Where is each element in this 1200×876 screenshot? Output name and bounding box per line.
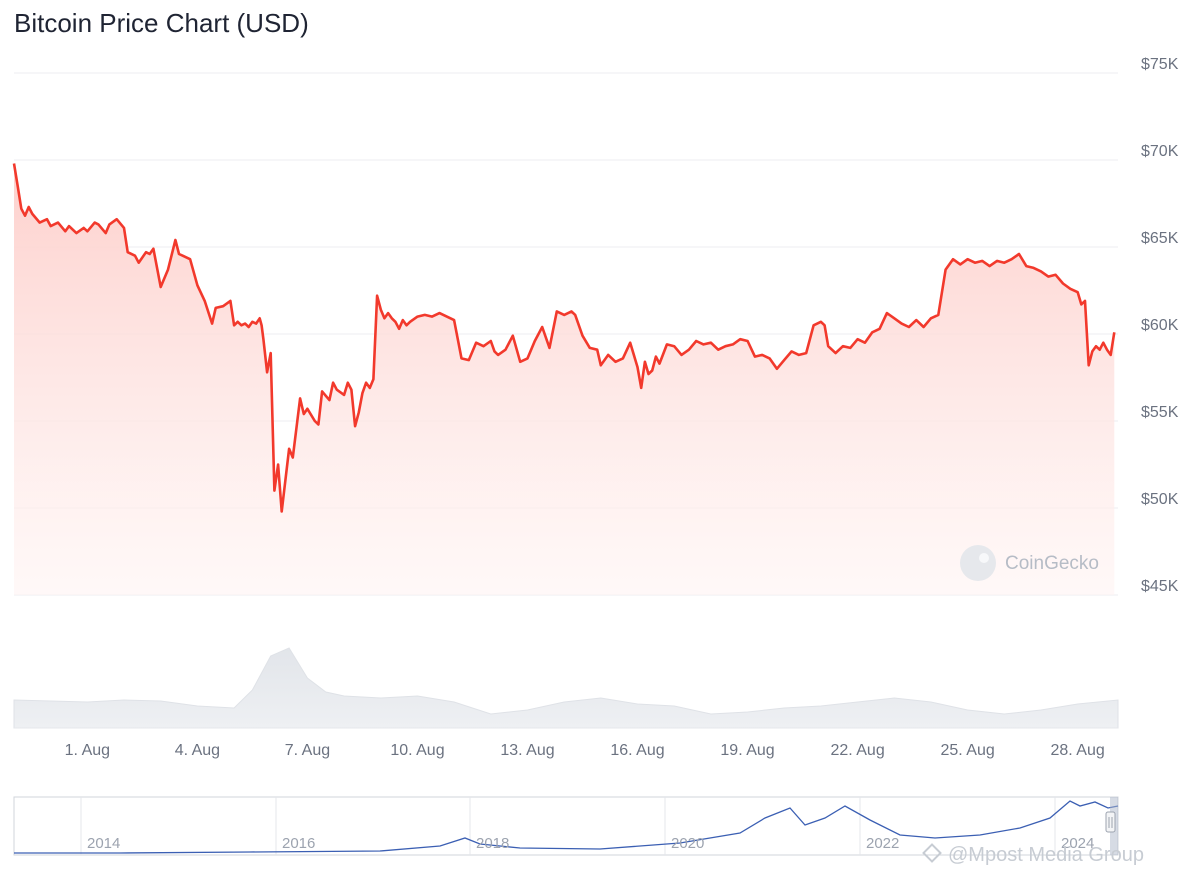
x-tick-label: 13. Aug: [500, 742, 554, 759]
x-tick-label: 16. Aug: [610, 742, 664, 759]
x-tick-label: 4. Aug: [175, 742, 220, 759]
coingecko-eye-icon: [979, 553, 989, 563]
coingecko-label: CoinGecko: [1005, 553, 1099, 574]
y-tick-label: $75K: [1141, 56, 1179, 73]
x-axis-labels: 1. Aug 4. Aug 7. Aug 10. Aug 13. Aug 16. Aug 1…: [65, 742, 1105, 759]
navigator-year-label: 2016: [282, 835, 315, 852]
x-tick-label: 19. Aug: [720, 742, 774, 759]
y-tick-label: $70K: [1141, 143, 1179, 160]
y-tick-label: $65K: [1141, 230, 1179, 247]
mpost-logo-icon: [922, 843, 942, 863]
y-tick-label: $55K: [1141, 404, 1179, 421]
y-tick-label: $45K: [1141, 578, 1179, 595]
coingecko-watermark: CoinGecko: [960, 545, 1099, 581]
mpost-credit: @Mpost Media Group: [922, 843, 1144, 866]
x-tick-label: 22. Aug: [830, 742, 884, 759]
navigator-handle[interactable]: [1105, 811, 1116, 833]
navigator-year-labels: 2014 2016 2018 2020 2022 2024: [87, 835, 1094, 852]
navigator-year-label: 2018: [476, 835, 509, 852]
x-tick-label: 28. Aug: [1051, 742, 1105, 759]
mpost-credit-label: @Mpost Media Group: [948, 844, 1144, 866]
volume-area: [13, 647, 1119, 729]
x-tick-label: 1. Aug: [65, 742, 110, 759]
x-tick-label: 7. Aug: [285, 742, 330, 759]
x-tick-label: 25. Aug: [940, 742, 994, 759]
y-tick-label: $60K: [1141, 317, 1179, 334]
navigator-year-label: 2014: [87, 835, 120, 852]
x-tick-label: 10. Aug: [390, 742, 444, 759]
navigator-history-line: [14, 800, 1119, 854]
navigator-year-label: 2020: [671, 835, 704, 852]
navigator-year-label: 2022: [866, 835, 899, 852]
y-axis-labels: $75K $70K $65K $60K $55K $50K $45K: [1141, 56, 1179, 595]
price-area: [14, 163, 1115, 595]
navigator-year-gridlines: [80, 797, 1056, 855]
coingecko-logo-icon: [960, 545, 996, 581]
chart-title: Bitcoin Price Chart (USD): [14, 8, 309, 38]
y-tick-label: $50K: [1141, 491, 1179, 508]
price-line: [12, 163, 1116, 513]
navigator-year-label: 2024: [1061, 835, 1094, 852]
